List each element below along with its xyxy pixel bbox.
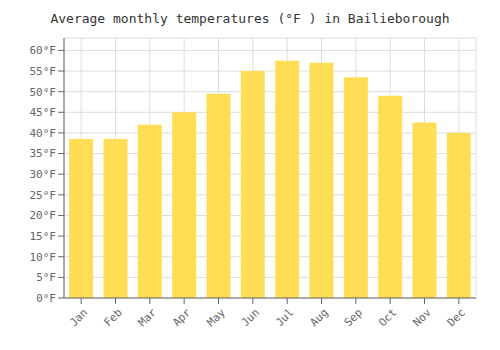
svg-text:10°F: 10°F <box>30 251 57 264</box>
svg-text:Feb: Feb <box>101 306 124 329</box>
svg-text:Mar: Mar <box>136 306 160 330</box>
svg-text:20°F: 20°F <box>30 209 57 222</box>
svg-text:35°F: 35°F <box>30 147 57 160</box>
svg-text:Sep: Sep <box>342 306 365 329</box>
svg-text:15°F: 15°F <box>30 230 57 243</box>
svg-text:Apr: Apr <box>170 306 194 330</box>
html-text:Average monthly temperatures (: Average monthly temperatures (°F ) in Ba… <box>50 11 450 26</box>
svg-text:Dec: Dec <box>445 306 468 329</box>
svg-text:May: May <box>204 306 228 330</box>
svg-text:25°F: 25°F <box>30 189 57 202</box>
svg-text:0°F: 0°F <box>36 292 56 305</box>
svg-text:40°F: 40°F <box>30 127 57 140</box>
svg-text:Oct: Oct <box>376 306 399 329</box>
svg-text:60°F: 60°F <box>30 44 57 57</box>
svg-text:30°F: 30°F <box>30 168 57 181</box>
svg-text:Nov: Nov <box>410 306 434 330</box>
svg-text:5°F: 5°F <box>36 271 56 284</box>
svg-text:50°F: 50°F <box>30 86 57 99</box>
svg-text:55°F: 55°F <box>30 65 57 78</box>
svg-text:Jun: Jun <box>239 306 262 329</box>
svg-text:Jul: Jul <box>273 306 296 329</box>
svg-text:45°F: 45°F <box>30 106 57 119</box>
svg-text:Aug: Aug <box>307 306 330 329</box>
svg-text:Jan: Jan <box>67 306 90 329</box>
